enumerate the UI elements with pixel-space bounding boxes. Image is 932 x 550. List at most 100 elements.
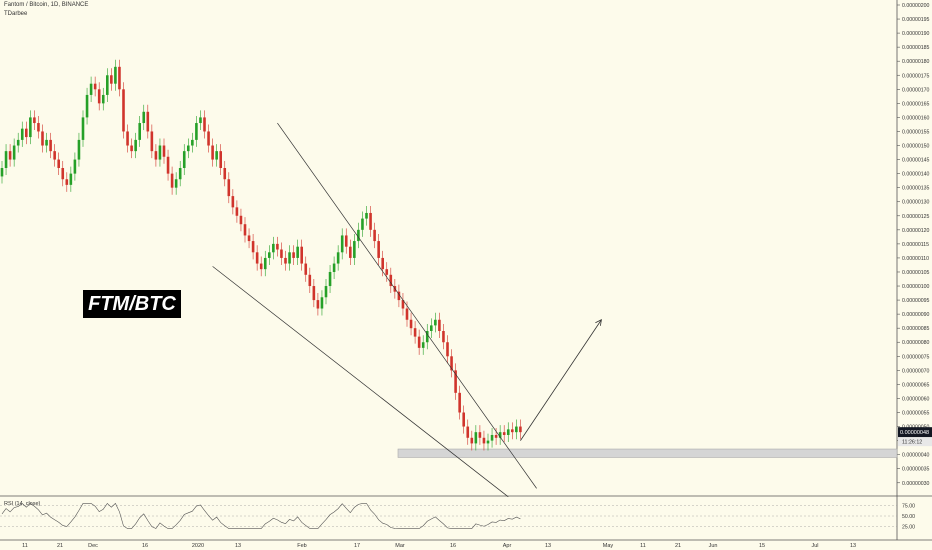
- candle-body: [211, 145, 214, 160]
- candle-body: [320, 297, 324, 309]
- price-tick-label: 0.00000070: [902, 368, 930, 374]
- candle-body: [122, 89, 125, 132]
- time-tick-label: 16: [142, 543, 148, 549]
- candle-body: [41, 131, 44, 146]
- candle-body: [478, 432, 482, 438]
- price-tick-label: 0.00000085: [902, 326, 930, 332]
- price-tick-label: 0.00000180: [902, 59, 930, 65]
- candle-body: [296, 246, 299, 258]
- candle-body: [53, 151, 56, 160]
- candle-body: [16, 139, 20, 146]
- candle-body: [255, 252, 259, 264]
- candle-body: [170, 173, 174, 188]
- candle-body: [284, 257, 287, 264]
- price-tick-label: 0.00000080: [902, 340, 930, 346]
- candle-body: [421, 342, 425, 348]
- candle-body: [182, 151, 186, 168]
- candle-body: [150, 131, 154, 152]
- candle-body: [377, 241, 380, 258]
- candle-body: [470, 437, 474, 444]
- support-zone: [397, 448, 898, 458]
- candle-body: [29, 117, 32, 138]
- price-tick-label: 0.00000115: [902, 242, 929, 248]
- candle-body: [381, 257, 384, 270]
- candle-body: [130, 145, 133, 152]
- rsi-tick-label: 50.00: [902, 514, 915, 520]
- candle-body: [324, 286, 328, 298]
- candle-body: [199, 117, 202, 124]
- price-tick-label: 0.00000030: [902, 481, 930, 487]
- candle-body: [405, 308, 409, 320]
- candle-body: [365, 212, 368, 219]
- price-tick-label: 0.00000130: [902, 200, 930, 206]
- candle-body: [77, 139, 81, 160]
- candle-body: [454, 370, 457, 393]
- price-tick-label: 0.00000125: [902, 214, 930, 220]
- candle-body: [292, 252, 295, 258]
- candle-body: [191, 139, 194, 146]
- pair-label: FTM/BTC: [83, 290, 181, 318]
- candle-body: [89, 83, 93, 95]
- candle-body: [203, 117, 206, 132]
- author-name: TDarbee: [4, 11, 28, 17]
- price-tick-label: 0.00000155: [902, 129, 930, 135]
- rsi-tick-label: 75.00: [902, 504, 915, 510]
- candle-body: [312, 286, 316, 301]
- price-tick-label: 0.00000120: [902, 228, 930, 234]
- price-tick-label: 0.00000055: [902, 411, 930, 417]
- time-tick-label: 21: [57, 543, 63, 549]
- price-tick-label: 0.00000195: [902, 17, 930, 23]
- time-tick-label: 2020: [192, 543, 204, 549]
- candle-body: [0, 168, 4, 177]
- price-tick-label: 0.00000140: [902, 172, 930, 178]
- price-tick-label: 0.00000100: [902, 284, 930, 290]
- candle-body: [235, 207, 239, 216]
- candle-body: [401, 300, 405, 309]
- candle-body: [502, 432, 506, 435]
- candle-body: [25, 128, 28, 138]
- time-tick-label: 16: [450, 543, 456, 549]
- candle-body: [187, 145, 190, 152]
- candle-body: [162, 145, 166, 157]
- candle-body: [385, 269, 389, 275]
- candle-body: [409, 319, 413, 329]
- candle-body: [506, 429, 510, 435]
- candle-body: [486, 440, 490, 444]
- price-tick-label: 0.00000090: [902, 312, 930, 318]
- candle-body: [69, 173, 73, 185]
- candle-body: [45, 139, 48, 146]
- candle-body: [195, 123, 198, 140]
- candle-body: [101, 94, 105, 104]
- candle-body: [442, 331, 445, 343]
- candle-body: [340, 235, 344, 253]
- candle-body: [373, 229, 376, 242]
- candle-body: [81, 117, 85, 140]
- candle-body: [276, 243, 279, 250]
- price-tick-label: 0.00000145: [902, 158, 930, 164]
- candle-body: [146, 111, 150, 132]
- time-tick-label: Jul: [811, 543, 818, 549]
- time-tick-label: 13: [545, 543, 551, 549]
- candle-body: [142, 111, 146, 124]
- rsi-tick-label: 25.00: [902, 525, 915, 531]
- time-tick-label: 11: [640, 543, 646, 549]
- candle-body: [328, 271, 332, 287]
- price-tick-label: 0.00000075: [902, 354, 930, 360]
- candle-body: [272, 243, 275, 253]
- candle-body: [57, 159, 60, 168]
- price-tick-label: 0.00000065: [902, 382, 930, 388]
- candle-body: [110, 75, 113, 84]
- time-tick-label: Apr: [503, 543, 512, 549]
- rsi-label: RSI (14, close): [4, 501, 41, 507]
- candle-body: [430, 325, 433, 331]
- rsi-line: [1, 502, 521, 529]
- candle-body: [369, 212, 372, 230]
- candle-body: [231, 196, 235, 208]
- candle-body: [178, 168, 182, 180]
- symbol-title: Fantom / Bitcoin, 1D, BINANCE: [4, 2, 89, 8]
- candle-body: [263, 257, 267, 270]
- time-tick-label: 11: [22, 543, 28, 549]
- wedge-lower-line: [212, 266, 509, 498]
